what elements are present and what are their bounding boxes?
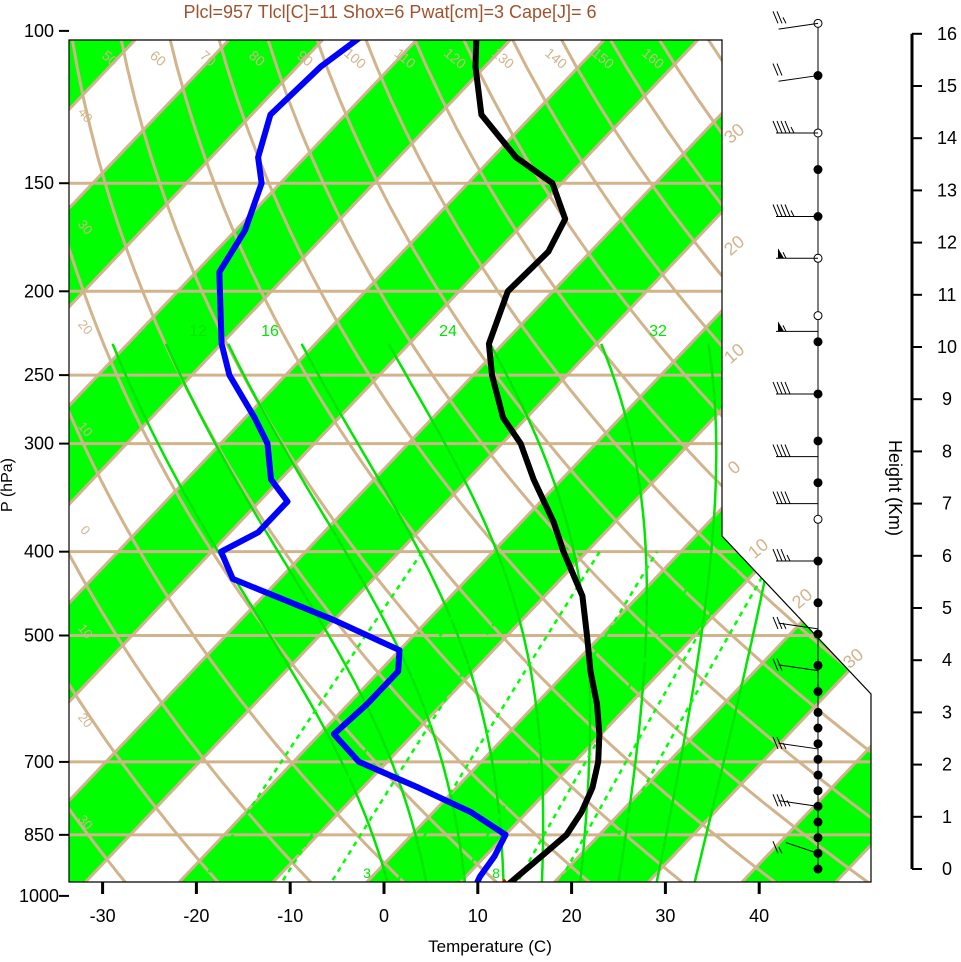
isotherm-label: 40 bbox=[75, 105, 96, 126]
wind-barb-half-feather bbox=[787, 800, 790, 806]
height-tick-label: 0 bbox=[942, 859, 952, 879]
wind-point bbox=[814, 865, 822, 873]
wind-point bbox=[814, 755, 822, 763]
x-tick-label: 0 bbox=[379, 906, 389, 926]
parcel-curve bbox=[504, 881, 513, 896]
wind-barb-half-feather bbox=[791, 211, 794, 217]
height-tick-label: 7 bbox=[942, 494, 952, 514]
wind-barb bbox=[779, 76, 818, 82]
isotherm-line bbox=[742, 40, 961, 882]
y-axis-label: P (hPa) bbox=[0, 458, 16, 512]
x-tick-label: -30 bbox=[90, 906, 116, 926]
dry-adiabat-line bbox=[897, 31, 961, 914]
chart-title: Plcl=957 Tlcl[C]=11 Shox=6 Pwat[cm]=3 Ca… bbox=[183, 2, 596, 22]
moist-adiabat-label: 16 bbox=[261, 323, 279, 340]
y-tick-label: 400 bbox=[24, 542, 54, 562]
wind-point bbox=[814, 688, 822, 696]
height-tick-label: 2 bbox=[942, 755, 952, 775]
wind-barb-half-feather bbox=[783, 17, 786, 23]
height-tick-label: 8 bbox=[942, 441, 952, 461]
mixing-ratio-label: 3 bbox=[363, 865, 371, 881]
temperature-band bbox=[742, 40, 961, 882]
x-tick-label: 40 bbox=[749, 906, 769, 926]
y-tick-label: 150 bbox=[24, 173, 54, 193]
height-tick-label: 12 bbox=[937, 233, 957, 253]
height-tick-label: 11 bbox=[938, 285, 957, 305]
wind-point bbox=[814, 834, 822, 842]
height-tick-label: 15 bbox=[937, 76, 957, 96]
wind-point bbox=[814, 479, 822, 487]
height-tick-label: 1 bbox=[942, 807, 952, 827]
y-tick-label: 200 bbox=[24, 281, 54, 301]
wind-point-open bbox=[814, 312, 822, 320]
height-tick-label: 3 bbox=[942, 702, 952, 722]
height-tick-label: 14 bbox=[937, 128, 957, 148]
height-tick-label: 4 bbox=[942, 650, 952, 670]
isotherm-label: 0 bbox=[77, 523, 93, 538]
dry-adiabat-label: 0 bbox=[724, 457, 745, 479]
dry-adiabat-label: 60 bbox=[147, 47, 169, 69]
y-tick-label: 300 bbox=[24, 434, 54, 454]
isotherm-label: 20 bbox=[788, 584, 816, 612]
wind-point-open bbox=[814, 515, 822, 523]
x-tick-label: 30 bbox=[655, 906, 675, 926]
height-axis-label: Height (Km) bbox=[885, 440, 905, 536]
wind-point bbox=[814, 708, 822, 716]
dry-adiabat-label: 20 bbox=[720, 231, 748, 259]
wind-barb-half-feather bbox=[791, 127, 794, 133]
wind-point bbox=[814, 818, 822, 826]
mixing-ratio-label: 8 bbox=[492, 865, 500, 881]
y-tick-label: 500 bbox=[24, 626, 54, 646]
x-tick-label: -10 bbox=[277, 906, 303, 926]
x-tick-label: 10 bbox=[468, 906, 488, 926]
isotherm-label: 20 bbox=[75, 710, 96, 731]
moist-adiabat-label: 24 bbox=[439, 323, 457, 340]
x-axis-label: Temperature (C) bbox=[428, 937, 552, 956]
wind-point bbox=[814, 437, 822, 445]
wind-barb-half-feather bbox=[787, 555, 790, 561]
dry-adiabat-label: 30 bbox=[720, 119, 748, 147]
y-tick-label: 1000 bbox=[19, 886, 59, 906]
y-tick-label: 850 bbox=[24, 825, 54, 845]
wind-profile bbox=[773, 11, 822, 873]
height-tick-label: 6 bbox=[942, 546, 952, 566]
y-tick-label: 100 bbox=[24, 21, 54, 41]
wind-point bbox=[814, 599, 822, 607]
dry-adiabat-label: 10 bbox=[720, 339, 748, 367]
wind-point bbox=[814, 740, 822, 748]
y-tick-label: 250 bbox=[24, 365, 54, 385]
wind-barb bbox=[779, 23, 818, 29]
height-tick-label: 9 bbox=[942, 389, 952, 409]
wind-point bbox=[814, 166, 822, 174]
wind-point bbox=[814, 724, 822, 732]
wind-point bbox=[814, 630, 822, 638]
height-tick-label: 5 bbox=[942, 598, 952, 618]
height-tick-label: 16 bbox=[937, 24, 957, 44]
moist-adiabat-label: 32 bbox=[649, 323, 667, 340]
isotherm-label: 10 bbox=[744, 534, 772, 562]
wind-point bbox=[814, 771, 822, 779]
wind-point bbox=[814, 787, 822, 795]
x-tick-label: -20 bbox=[183, 906, 209, 926]
moist-adiabat-label: 12 bbox=[189, 323, 207, 340]
height-tick-label: 13 bbox=[937, 180, 957, 200]
height-tick-label: 10 bbox=[937, 337, 957, 357]
wind-point bbox=[814, 661, 822, 669]
x-tick-label: 20 bbox=[562, 906, 582, 926]
y-tick-label: 700 bbox=[24, 752, 54, 772]
wind-point bbox=[814, 338, 822, 346]
